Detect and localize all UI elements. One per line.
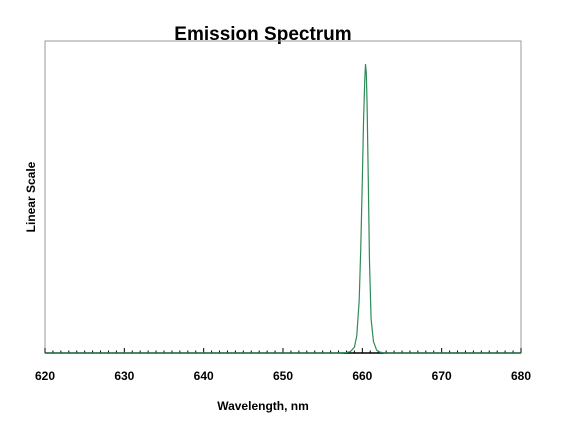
chart-title: Emission Spectrum [174,24,351,45]
y-axis-label: Linear Scale [24,161,38,232]
x-axis-minor-ticks [44,348,522,353]
x-tick-label: 650 [273,369,293,383]
plot-area-frame [44,40,522,354]
series-line-emission [45,64,521,354]
x-tick-label: 640 [194,369,214,383]
x-tick-label: 620 [35,369,55,383]
x-tick-label: 630 [114,369,134,383]
x-tick-label: 680 [511,369,531,383]
x-axis-tick-labels: 620 630 640 650 660 670 680 [35,369,531,383]
x-tick-label: 660 [352,369,372,383]
x-axis-label: Wavelength, nm [217,399,309,413]
x-tick-label: 670 [432,369,452,383]
